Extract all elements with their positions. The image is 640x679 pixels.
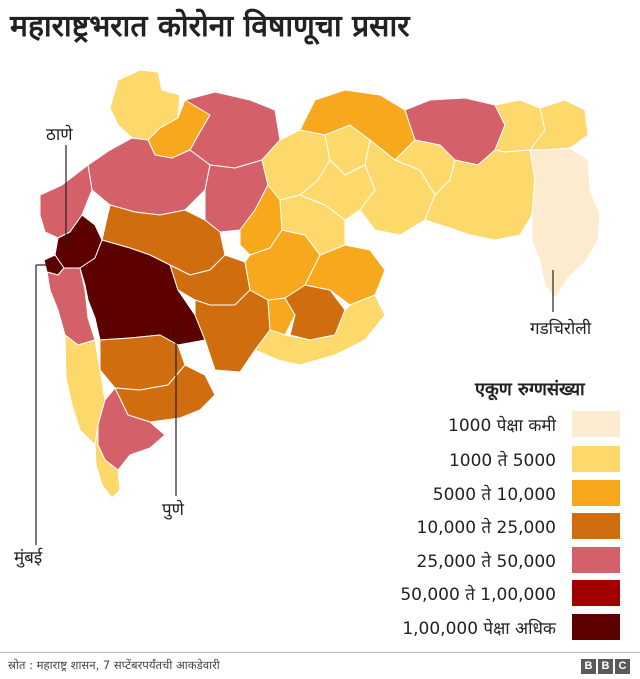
legend-swatch: [572, 580, 620, 606]
footer-divider: [0, 652, 640, 653]
legend-item: 1000 पेक्षा कमी: [300, 411, 620, 439]
callout-mumbai: मुंबई: [14, 548, 43, 568]
callout-pune: पुणे: [162, 500, 184, 520]
legend-item: 50,000 ते 1,00,000: [300, 580, 620, 608]
legend-item: 5000 ते 10,000: [300, 480, 620, 508]
legend-label: 1000 ते 5000: [448, 451, 556, 471]
legend-swatch: [572, 446, 620, 472]
legend-swatch: [572, 614, 620, 640]
legend-item: 1,00,000 पेक्षा अधिक: [300, 614, 620, 642]
district-sindhudurg: [94, 424, 121, 499]
legend-label: 25,000 ते 50,000: [416, 552, 556, 572]
district-raigad: [46, 267, 96, 346]
legend-swatch: [572, 547, 620, 573]
bbc-logo-letter: C: [615, 659, 630, 674]
callout-thane: ठाणे: [46, 125, 73, 145]
legend-label: 1,00,000 पेक्षा अधिक: [402, 619, 556, 639]
bbc-logo-letter: B: [581, 659, 596, 674]
district-gadchiroli: [529, 147, 601, 299]
legend-swatch: [572, 480, 620, 506]
legend-label: 1000 पेक्षा कमी: [448, 416, 556, 436]
legend-label: 10,000 ते 25,000: [416, 518, 556, 538]
legend-item: 25,000 ते 50,000: [300, 547, 620, 575]
bbc-logo-letter: B: [598, 659, 613, 674]
source-note: स्रोत : महाराष्ट्र शासन, 7 सप्टेंबरपर्यं…: [8, 658, 220, 672]
legend-swatch: [572, 411, 620, 437]
legend-label: 50,000 ते 1,00,000: [400, 585, 556, 605]
legend-label: 5000 ते 10,000: [432, 485, 556, 505]
callout-gadchiroli: गडचिरोली: [530, 319, 592, 339]
legend-item: 10,000 ते 25,000: [300, 513, 620, 541]
district-south-marathwada: [254, 294, 386, 366]
legend-title: एकूण रुग्णसंख्या: [475, 379, 585, 400]
page-title: महाराष्ट्रभरात कोरोना विषाणूचा प्रसार: [10, 9, 410, 44]
legend-item: 1000 ते 5000: [300, 446, 620, 474]
bbc-logo: B B C: [581, 659, 630, 674]
legend-swatch: [572, 513, 620, 539]
